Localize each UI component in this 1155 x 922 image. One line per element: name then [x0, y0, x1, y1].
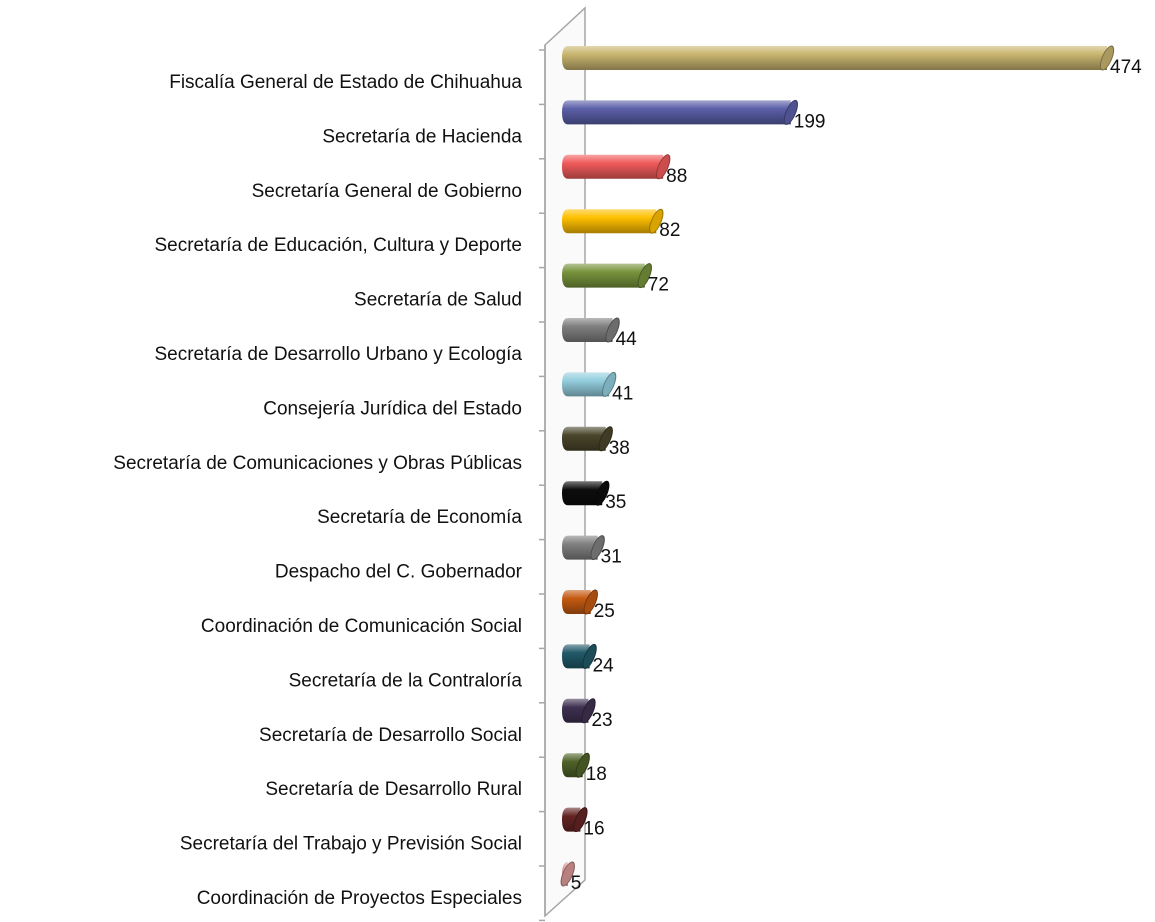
bar-body — [562, 590, 591, 614]
bar-body — [562, 154, 664, 179]
bar-body — [562, 46, 1107, 70]
category-label: Secretaría de Economía — [317, 507, 522, 528]
bar-body — [562, 209, 657, 234]
bar — [562, 480, 610, 506]
bar — [562, 698, 596, 724]
value-label: 82 — [659, 220, 680, 241]
bar-end — [783, 99, 798, 125]
bar-body — [562, 318, 613, 342]
bar-end — [598, 426, 613, 452]
bar — [562, 807, 588, 833]
bar-end — [595, 480, 610, 506]
bar — [562, 535, 605, 561]
value-label: 16 — [583, 819, 604, 840]
bar — [562, 752, 590, 778]
value-label: 24 — [593, 655, 615, 676]
bar — [562, 643, 597, 669]
bar — [562, 589, 598, 615]
bar-end — [573, 807, 588, 833]
category-label: Fiscalía General de Estado de Chihuahua — [169, 72, 522, 93]
category-label: Secretaría de Desarrollo Social — [259, 725, 522, 746]
bar-end — [582, 643, 597, 669]
value-label: 72 — [648, 275, 669, 296]
category-label: Secretaría General de Gobierno — [252, 181, 522, 202]
category-label: Secretaría de Desarrollo Urbano y Ecolog… — [154, 344, 522, 365]
category-label: Coordinación de Proyectos Especiales — [197, 888, 522, 909]
category-label: Coordinación de Comunicación Social — [201, 616, 522, 637]
bar-end — [590, 535, 605, 561]
bar-body — [562, 100, 791, 125]
value-label: 25 — [594, 601, 615, 622]
bar-end — [581, 698, 596, 724]
bar-end — [560, 861, 575, 887]
value-label: 18 — [586, 764, 607, 785]
value-label: 23 — [591, 710, 612, 731]
bar-end — [583, 589, 598, 615]
bar — [562, 371, 617, 397]
value-label: 41 — [612, 383, 633, 404]
bar-body — [562, 426, 606, 451]
bar-end — [637, 263, 652, 289]
bar-end — [575, 752, 590, 778]
value-label: 35 — [605, 492, 626, 513]
value-label: 88 — [666, 166, 687, 187]
value-label: 31 — [601, 547, 622, 568]
bar — [562, 263, 652, 289]
bar-body — [562, 535, 598, 560]
bar — [562, 317, 620, 343]
bar-body — [562, 481, 603, 506]
category-label: Secretaría del Trabajo y Previsión Socia… — [180, 834, 522, 855]
category-label: Secretaría de Hacienda — [322, 126, 522, 147]
category-label: Secretaría de Comunicaciones y Obras Púb… — [113, 453, 522, 474]
bar-end — [649, 208, 664, 234]
bar — [562, 426, 613, 452]
category-label: Consejería Jurídica del Estado — [263, 398, 522, 419]
category-label: Secretaría de la Contraloría — [289, 670, 523, 691]
category-label: Despacho del C. Gobernador — [275, 562, 523, 583]
value-label: 44 — [616, 329, 638, 350]
value-label: 474 — [1110, 57, 1142, 78]
bar-body — [562, 263, 645, 288]
axis-wall — [544, 6, 586, 918]
bar-end — [601, 371, 617, 397]
value-label: 5 — [571, 873, 582, 894]
bar — [562, 45, 1115, 71]
value-label: 38 — [609, 438, 630, 459]
value-label: 199 — [794, 111, 826, 132]
category-label: Secretaría de Salud — [354, 290, 522, 311]
category-label: Secretaría de Educación, Cultura y Depor… — [154, 235, 522, 256]
category-label: Secretaría de Desarrollo Rural — [265, 779, 522, 800]
bar — [562, 99, 798, 125]
bar — [562, 154, 671, 180]
bar-end — [605, 317, 620, 343]
bar-body — [562, 372, 610, 397]
bar-end — [1099, 45, 1115, 71]
bar — [560, 861, 575, 887]
bar — [562, 208, 664, 234]
bar-end — [656, 154, 671, 180]
